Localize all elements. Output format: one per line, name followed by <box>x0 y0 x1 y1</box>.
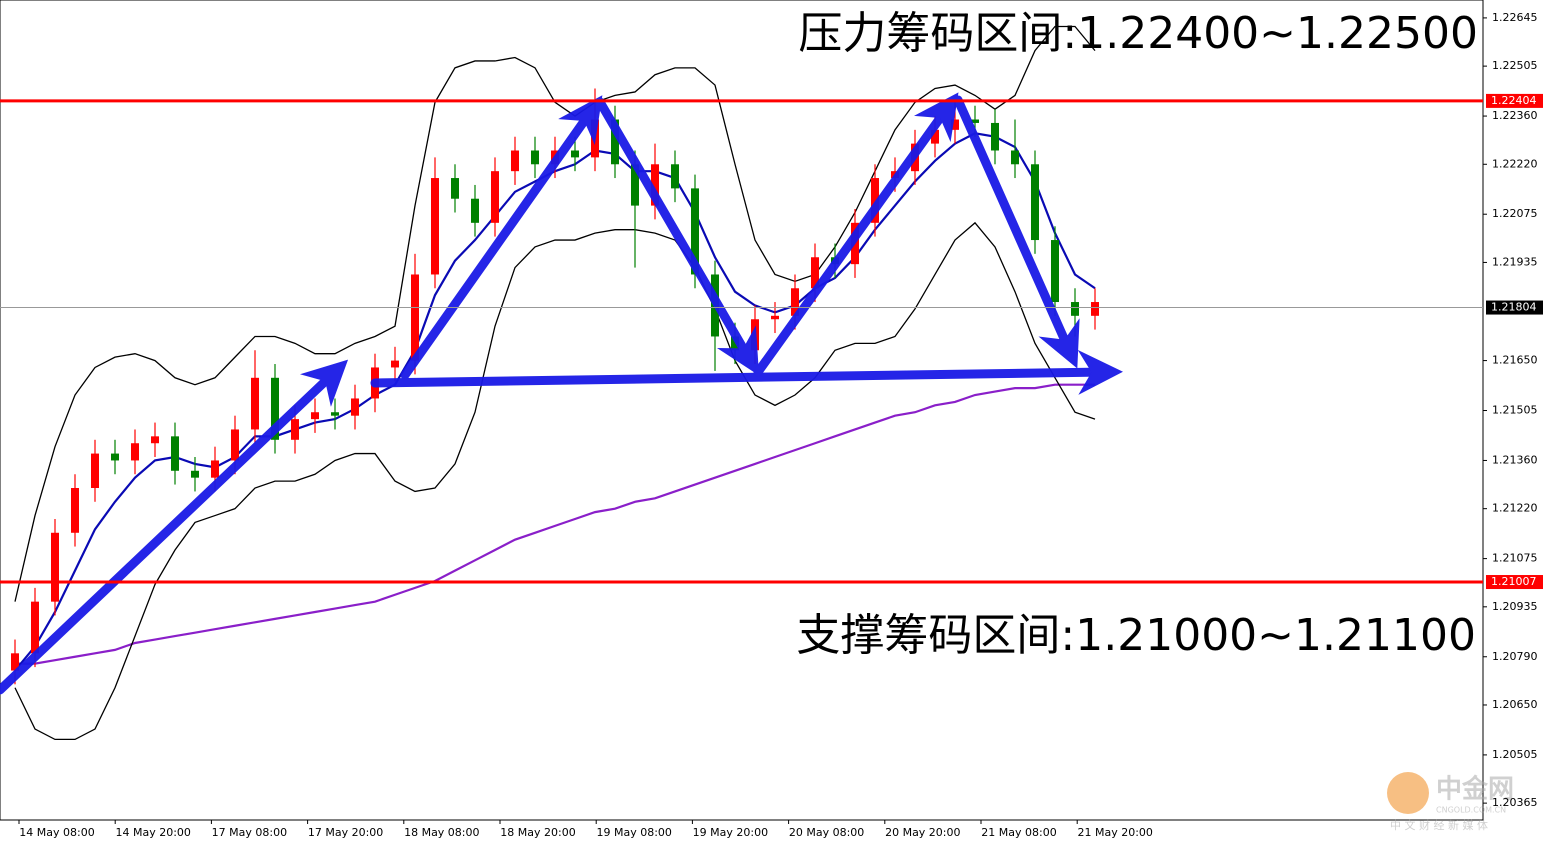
candle-body <box>451 178 459 199</box>
candle-body <box>251 377 259 430</box>
y-tick-label: 1.21505 <box>1492 404 1538 417</box>
y-tick-label: 1.20650 <box>1492 698 1538 711</box>
candle-body <box>751 319 759 351</box>
y-tick-label: 1.22360 <box>1492 109 1538 122</box>
current-price-bg <box>1486 300 1543 315</box>
candle-body <box>71 488 79 533</box>
arrow <box>400 95 603 380</box>
candle-body <box>411 274 419 361</box>
candle-body <box>971 119 979 123</box>
y-tick-label: 1.22075 <box>1492 207 1538 220</box>
candle-body <box>571 150 579 158</box>
candle-body <box>231 429 239 461</box>
y-tick-label: 1.21220 <box>1492 502 1538 515</box>
candle-body <box>471 198 479 223</box>
logo-icon <box>1387 772 1429 814</box>
y-tick-label: 1.21075 <box>1492 552 1538 565</box>
candle-body <box>91 453 99 489</box>
resistance-annotation: 压力筹码区间:1.22400~1.22500 <box>798 8 1478 59</box>
candle-body <box>1031 164 1039 241</box>
x-tick-label: 19 May 20:00 <box>693 826 768 839</box>
y-tick-label: 1.21935 <box>1492 255 1538 268</box>
x-tick-label: 18 May 08:00 <box>404 826 479 839</box>
arrow <box>595 97 760 376</box>
candle-body <box>431 178 439 275</box>
y-tick-label: 1.22220 <box>1492 157 1538 170</box>
candle-body <box>871 178 879 223</box>
candle-body <box>11 653 19 671</box>
candle-body <box>531 150 539 165</box>
level-label: 1.21007 <box>1491 575 1537 588</box>
candle-body <box>611 119 619 165</box>
candle-body <box>591 119 599 158</box>
trend-arrows <box>0 92 1123 695</box>
candle-body <box>951 119 959 130</box>
candle-body <box>51 532 59 602</box>
candle-body <box>511 150 519 172</box>
candle-body <box>631 164 639 206</box>
logo-text: 中金网 <box>1436 774 1514 805</box>
current-price-label: 1.21804 <box>1491 301 1537 314</box>
x-tick-label: 19 May 08:00 <box>596 826 671 839</box>
y-tick-label: 1.20935 <box>1492 600 1538 613</box>
x-tick-label: 17 May 08:00 <box>212 826 287 839</box>
x-tick-label: 20 May 20:00 <box>885 826 960 839</box>
x-tick-label: 14 May 08:00 <box>19 826 94 839</box>
candle-body <box>171 436 179 471</box>
y-tick-label: 1.20790 <box>1492 650 1538 663</box>
candle-body <box>131 443 139 461</box>
candle-body <box>351 398 359 416</box>
candle-body <box>671 164 679 189</box>
x-tick-label: 17 May 20:00 <box>308 826 383 839</box>
arrow <box>0 359 349 695</box>
level-label: 1.22404 <box>1491 94 1537 107</box>
candle-body <box>111 453 119 461</box>
indicator-line <box>15 383 1095 665</box>
y-tick-label: 1.22645 <box>1492 11 1538 24</box>
x-tick-label: 14 May 20:00 <box>115 826 190 839</box>
y-tick-label: 1.22505 <box>1492 59 1538 72</box>
candle-body <box>271 377 279 440</box>
x-tick-label: 21 May 20:00 <box>1077 826 1152 839</box>
arrow <box>370 349 1123 395</box>
candle-body <box>771 315 779 320</box>
x-tick-label: 20 May 08:00 <box>789 826 864 839</box>
candle-body <box>211 460 219 478</box>
candle-body <box>991 122 999 151</box>
level-label-bg <box>1486 93 1543 108</box>
candle-body <box>1091 302 1099 316</box>
arrow <box>953 95 1080 369</box>
candle-body <box>811 257 819 289</box>
candle-body <box>311 412 319 420</box>
candle-body <box>31 601 39 654</box>
candle-body <box>791 288 799 316</box>
y-tick-label: 1.20365 <box>1492 796 1538 809</box>
candle-body <box>1011 150 1019 165</box>
candle-body <box>331 412 339 416</box>
candle-body <box>151 436 159 444</box>
candle-body <box>1071 302 1079 316</box>
indicator-line <box>14 221 1096 741</box>
x-tick-label: 21 May 08:00 <box>981 826 1056 839</box>
x-tick-label: 18 May 20:00 <box>500 826 575 839</box>
candle-body <box>491 171 499 223</box>
candle-body <box>691 188 699 275</box>
candle-body <box>291 419 299 440</box>
logo-site: CNGOLD.COM.CN <box>1436 806 1506 815</box>
y-tick-label: 1.20505 <box>1492 748 1538 761</box>
candle-body <box>651 164 659 206</box>
logo-slogan: 中 文 财 经 新 媒 体 <box>1390 818 1488 832</box>
watermark: 中金网 CNGOLD.COM.CN 中 文 财 经 新 媒 体 <box>1387 772 1514 832</box>
candle-body <box>391 360 399 368</box>
support-annotation: 支撑筹码区间:1.21000~1.21100 <box>796 610 1476 661</box>
candle-body <box>1051 240 1059 303</box>
y-tick-label: 1.21360 <box>1492 453 1538 466</box>
y-tick-label: 1.21650 <box>1492 354 1538 367</box>
arrow <box>753 92 959 377</box>
candle-body <box>191 470 199 478</box>
plot-area <box>0 0 1484 821</box>
level-label-bg <box>1486 575 1543 590</box>
